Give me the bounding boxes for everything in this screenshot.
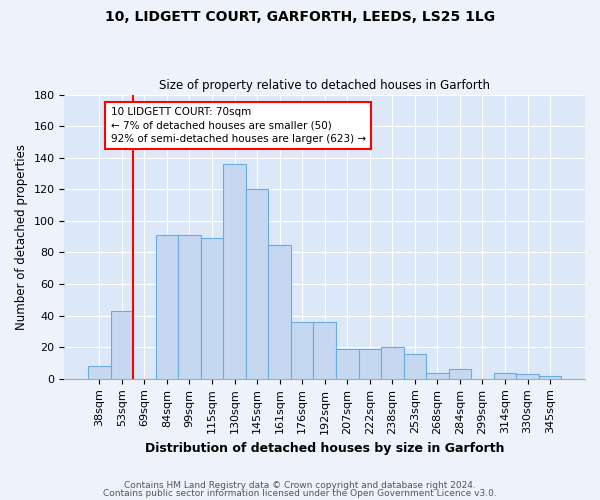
Bar	[449, 370, 471, 379]
Title: Size of property relative to detached houses in Garforth: Size of property relative to detached ho…	[159, 79, 490, 92]
Bar	[359, 349, 381, 379]
Bar	[110, 311, 133, 379]
Bar	[155, 235, 178, 379]
Bar	[516, 374, 539, 379]
Text: 10, LIDGETT COURT, GARFORTH, LEEDS, LS25 1LG: 10, LIDGETT COURT, GARFORTH, LEEDS, LS25…	[105, 10, 495, 24]
Bar	[426, 372, 449, 379]
Bar	[246, 190, 268, 379]
Text: Contains public sector information licensed under the Open Government Licence v3: Contains public sector information licen…	[103, 488, 497, 498]
Bar	[336, 349, 359, 379]
Bar	[404, 354, 426, 379]
Bar	[381, 347, 404, 379]
Text: Contains HM Land Registry data © Crown copyright and database right 2024.: Contains HM Land Registry data © Crown c…	[124, 481, 476, 490]
Bar	[494, 372, 516, 379]
Bar	[88, 366, 110, 379]
Bar	[539, 376, 562, 379]
Bar	[201, 238, 223, 379]
Y-axis label: Number of detached properties: Number of detached properties	[15, 144, 28, 330]
Text: 10 LIDGETT COURT: 70sqm
← 7% of detached houses are smaller (50)
92% of semi-det: 10 LIDGETT COURT: 70sqm ← 7% of detached…	[110, 107, 366, 144]
Bar	[291, 322, 313, 379]
Bar	[178, 235, 201, 379]
X-axis label: Distribution of detached houses by size in Garforth: Distribution of detached houses by size …	[145, 442, 505, 455]
Bar	[223, 164, 246, 379]
Bar	[313, 322, 336, 379]
Bar	[268, 244, 291, 379]
